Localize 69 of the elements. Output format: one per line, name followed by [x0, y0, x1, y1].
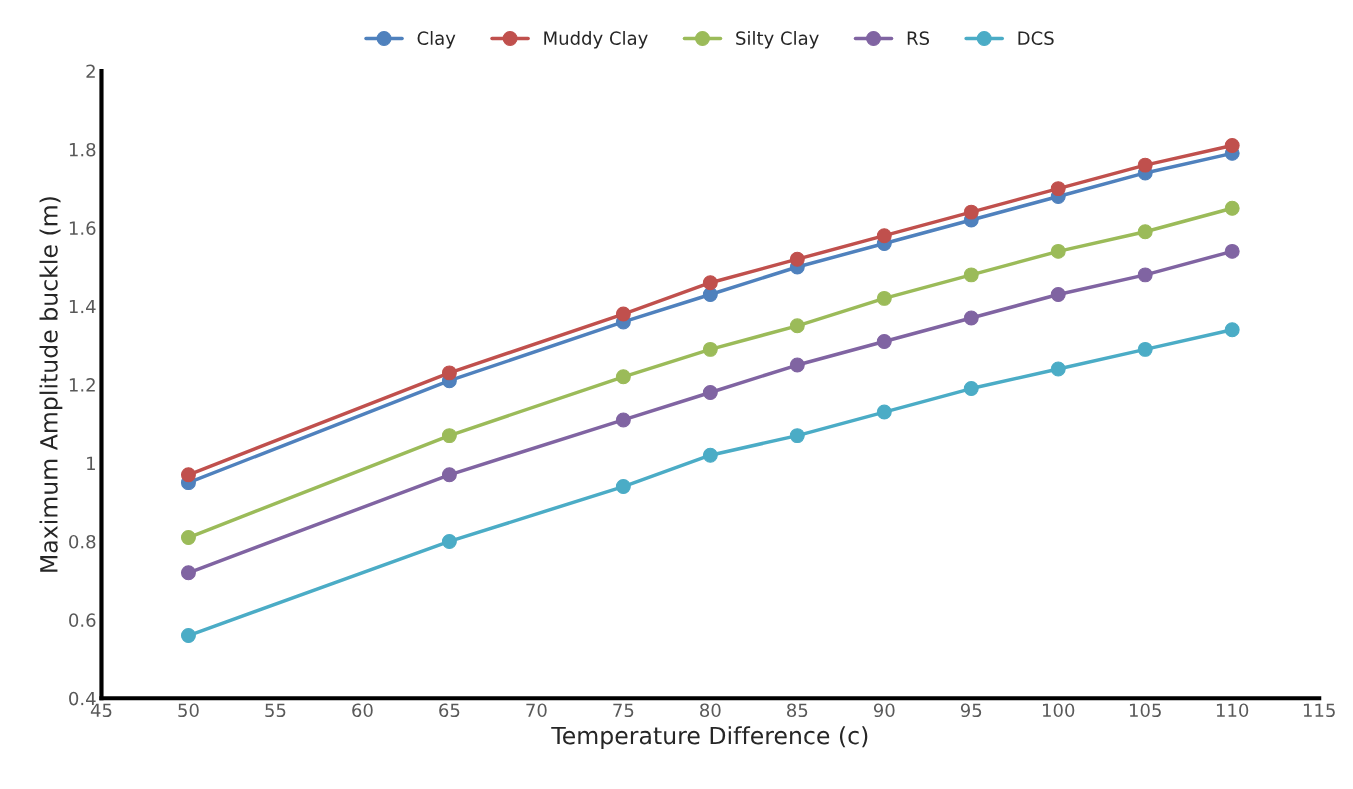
point: [441, 533, 457, 549]
point: [180, 467, 196, 483]
point: [702, 447, 718, 463]
y-tick-label: 1: [87, 456, 95, 470]
point: [1050, 243, 1066, 259]
point: [876, 290, 892, 306]
y-tick-label: 1.2: [69, 378, 95, 392]
point: [789, 357, 805, 373]
x-tick-label: 105: [1129, 703, 1161, 718]
point: [615, 306, 631, 322]
legend-label: RS: [907, 31, 930, 45]
point: [1137, 341, 1153, 357]
point: [789, 251, 805, 267]
point: [441, 467, 457, 483]
legend-label: DCS: [1018, 31, 1054, 45]
x-tick-label: 65: [439, 703, 460, 718]
point: [180, 628, 196, 643]
point: [876, 404, 892, 420]
point: [789, 428, 805, 444]
point: [1224, 322, 1240, 338]
point: [876, 228, 892, 244]
point: [441, 365, 457, 381]
point: [963, 204, 979, 220]
x-tick-label: 115: [1303, 703, 1335, 718]
legend-label: Muddy Clay: [544, 31, 648, 49]
point: [615, 479, 631, 495]
point: [702, 275, 718, 291]
y-tick-label: 1.4: [69, 299, 96, 314]
x-tick-label: 95: [960, 703, 982, 718]
point: [1224, 200, 1240, 216]
point: [1050, 287, 1066, 302]
point: [441, 428, 457, 444]
x-tick-label: 100: [1042, 703, 1075, 718]
point: [1137, 224, 1153, 240]
point: [1137, 267, 1153, 283]
x-tick-label: 55: [265, 703, 286, 718]
x-tick-label: 50: [178, 703, 199, 718]
point: [615, 369, 631, 385]
legend-label: Clay: [417, 31, 456, 49]
point: [1137, 157, 1153, 173]
point: [963, 381, 979, 397]
x-tick-label: 60: [352, 703, 373, 718]
point: [615, 412, 631, 428]
point: [180, 530, 196, 545]
x-tick-label: 110: [1216, 703, 1249, 718]
point: [1224, 138, 1240, 153]
point: [1050, 181, 1066, 197]
y-axis-title: Maximum Amplitude buckle (m): [39, 197, 63, 572]
point: [1050, 361, 1066, 377]
point: [789, 318, 805, 334]
y-tick-label: 1.8: [69, 142, 96, 157]
y-tick-label: 0.8: [69, 534, 96, 549]
x-tick-label: 70: [526, 703, 547, 718]
point: [702, 341, 718, 357]
point: [180, 565, 196, 581]
x-tick-label: 90: [873, 703, 895, 718]
legend-label: Silty Clay: [736, 31, 819, 49]
x-axis-title: Temperature Difference (c): [551, 726, 868, 750]
point: [1224, 243, 1240, 259]
point: [876, 334, 892, 349]
x-tick-label: 85: [787, 703, 808, 718]
x-tick-label: 75: [613, 703, 634, 718]
point: [702, 385, 718, 400]
x-tick-label: 80: [700, 703, 721, 718]
y-tick-label: 1.6: [69, 221, 96, 235]
y-tick-label: 0.6: [69, 613, 96, 627]
point: [963, 267, 979, 283]
y-tick-label: 2: [86, 64, 95, 78]
point: [963, 310, 979, 326]
